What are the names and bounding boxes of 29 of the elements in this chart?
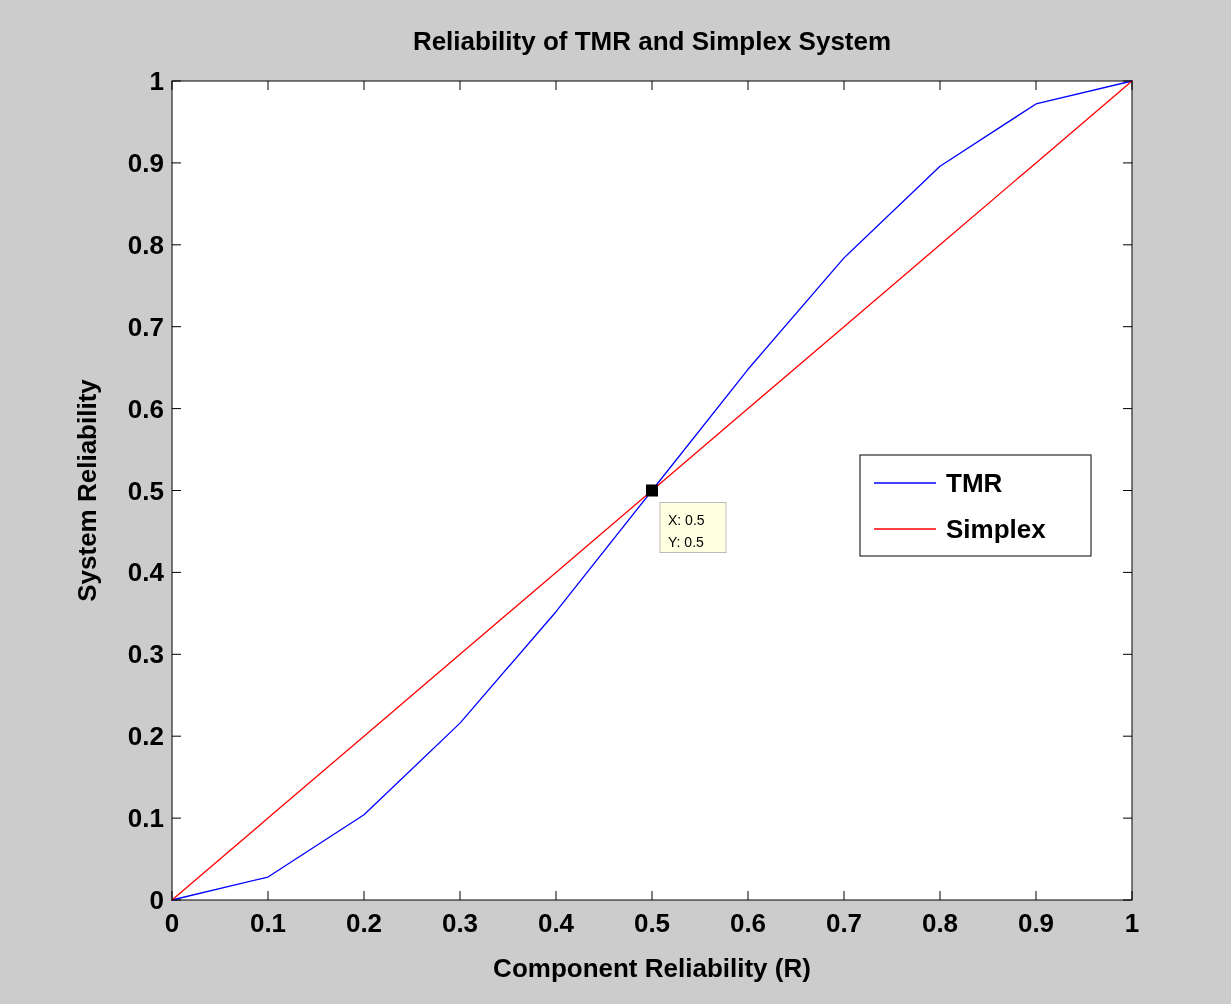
x-axis-title: Component Reliability (R) bbox=[493, 953, 811, 983]
y-tick-label: 0.2 bbox=[127, 721, 164, 752]
x-tick-label: 0.9 bbox=[1017, 908, 1055, 938]
x-tick-label: 0.2 bbox=[345, 908, 383, 938]
y-tick-label: 0.9 bbox=[127, 147, 164, 178]
x-tick-label: 0.4 bbox=[537, 908, 575, 938]
y-tick-label: 1 bbox=[149, 66, 164, 96]
y-tick-label: 0.8 bbox=[127, 229, 164, 260]
y-tick-label: 0.3 bbox=[127, 639, 164, 670]
legend-label: TMR bbox=[946, 468, 1003, 498]
y-tick-label: 0.1 bbox=[127, 803, 164, 834]
x-tick-label: 0.8 bbox=[921, 908, 959, 938]
x-tick-label: 0.1 bbox=[249, 908, 287, 938]
y-axis-title: System Reliability bbox=[72, 378, 102, 602]
annotation: X: 0.5 bbox=[668, 511, 705, 528]
annotation: Y: 0.5 bbox=[668, 533, 705, 550]
x-tick-label: 0.6 bbox=[729, 908, 767, 938]
x-tick-label: 0.7 bbox=[825, 908, 863, 938]
chart-title: Reliability of TMR and Simplex System bbox=[412, 26, 892, 56]
y-tick-label: 0 bbox=[149, 885, 164, 915]
x-tick-label: 1 bbox=[1124, 908, 1140, 938]
y-tick-label: 0.6 bbox=[127, 393, 164, 424]
x-tick-label: 0.5 bbox=[633, 908, 671, 938]
legend-label: Simplex bbox=[946, 514, 1047, 544]
y-tick-label: 0.5 bbox=[127, 475, 164, 506]
x-tick-label: 0.3 bbox=[441, 908, 479, 938]
y-tick-label: 0.4 bbox=[127, 557, 165, 588]
line-series bbox=[171, 80, 1133, 901]
y-tick-label: 0.7 bbox=[127, 311, 164, 342]
